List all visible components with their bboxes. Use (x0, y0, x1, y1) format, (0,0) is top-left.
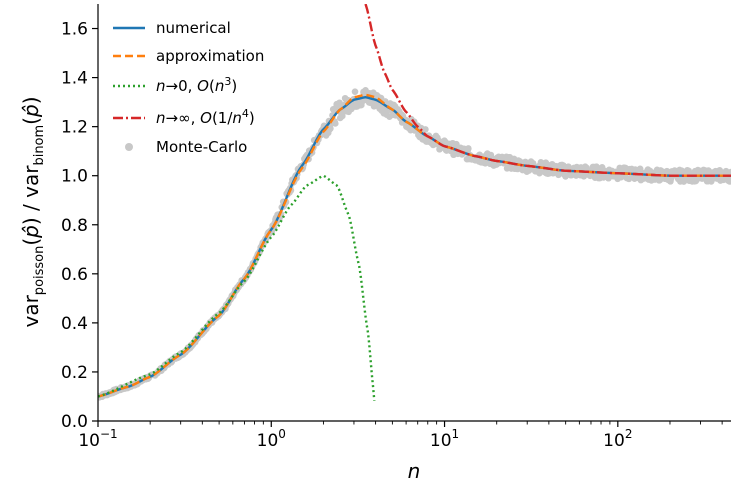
monte-carlo-point (726, 178, 731, 185)
x-axis-label: n (408, 459, 421, 483)
monte-carlo-points (98, 87, 731, 401)
y-tick-label: 1.2 (61, 118, 88, 138)
x-tick-label: 102 (603, 427, 632, 451)
legend-swatch-monte-carlo (125, 143, 133, 151)
monte-carlo-point (529, 160, 537, 167)
legend-label-small-n: n→0, O(n3) (156, 75, 237, 95)
monte-carlo-point (422, 126, 429, 133)
y-tick-label: 0.8 (61, 216, 88, 236)
x-tick-label: 10−1 (78, 427, 117, 451)
x-ticks: 10−1 100 101 102 (78, 421, 723, 451)
y-tick-label: 0.4 (61, 314, 88, 334)
y-tick-label: 0.0 (61, 412, 88, 432)
series-line-3 (364, 4, 731, 177)
series-lines (98, 4, 731, 401)
series-line-1 (98, 93, 731, 398)
legend-label-approximation: approximation (156, 47, 264, 65)
legend: numerical approximation n→0, O(n3) n→∞, … (113, 19, 264, 156)
monte-carlo-point (465, 145, 472, 152)
y-tick-label: 1.4 (61, 69, 88, 89)
y-tick-label: 1.0 (61, 167, 88, 187)
monte-carlo-point (339, 112, 346, 120)
monte-carlo-point (727, 168, 731, 176)
y-tick-label: 0.6 (61, 265, 88, 285)
legend-label-numerical: numerical (156, 19, 231, 37)
legend-label-large-n: n→∞, O(1/n4) (156, 107, 255, 127)
y-ticks: 0.0 0.2 0.4 0.6 0.8 1.0 1.2 1.4 1.6 (61, 20, 98, 432)
monte-carlo-point (636, 165, 644, 173)
legend-label-monte-carlo: Monte-Carlo (156, 138, 247, 156)
x-tick-label: 101 (430, 427, 459, 451)
monte-carlo-point (331, 120, 339, 127)
y-axis-label: varpoisson(p̂) / varbinom(p̂) (19, 96, 47, 327)
y-tick-label: 0.2 (61, 363, 88, 383)
x-tick-label: 100 (257, 427, 286, 451)
axes (97, 4, 731, 422)
monte-carlo-point (351, 88, 359, 95)
y-tick-label: 1.6 (61, 20, 88, 40)
series-line-2 (98, 174, 376, 401)
